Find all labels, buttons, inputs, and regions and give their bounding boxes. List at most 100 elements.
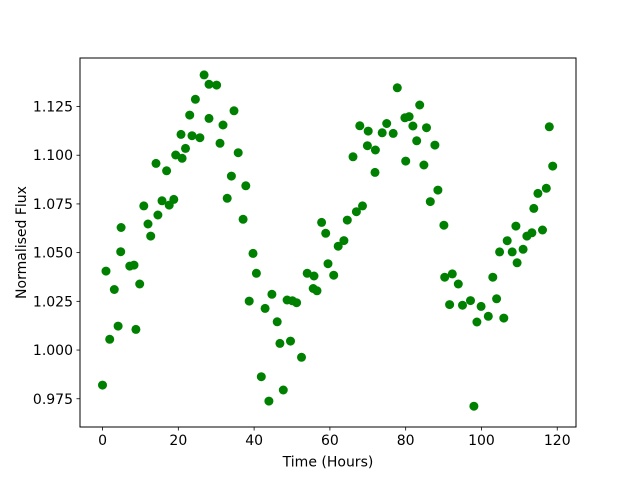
data-point — [529, 203, 539, 213]
data-point — [109, 285, 119, 294]
data-point — [342, 215, 352, 225]
data-points-layer — [98, 70, 558, 411]
data-point — [533, 188, 543, 198]
data-point — [425, 197, 435, 207]
data-point — [355, 121, 365, 131]
data-point — [98, 380, 107, 390]
data-point — [440, 272, 450, 282]
y-axis-label: Normalised Flux — [14, 186, 30, 299]
data-point — [401, 156, 411, 166]
data-point — [241, 181, 251, 191]
data-point — [321, 228, 331, 238]
data-point — [388, 128, 398, 138]
data-point — [527, 228, 537, 238]
data-point — [229, 106, 239, 116]
data-point — [472, 317, 482, 327]
data-point — [226, 171, 236, 181]
y-tick-label: 1.000 — [33, 343, 73, 359]
data-point — [143, 219, 153, 229]
data-point — [260, 303, 270, 313]
data-point — [507, 247, 517, 257]
x-tick-label: 120 — [544, 433, 571, 449]
data-point — [272, 317, 282, 327]
data-point — [518, 244, 528, 254]
x-tick-label: 40 — [245, 433, 263, 449]
data-point — [548, 161, 558, 171]
data-point — [248, 248, 258, 258]
data-point — [286, 336, 295, 346]
data-point — [404, 112, 414, 122]
y-tick-label: 0.975 — [33, 392, 73, 408]
data-point — [382, 119, 392, 128]
x-tick-label: 20 — [169, 433, 187, 449]
data-point — [302, 268, 312, 278]
data-point — [511, 221, 521, 231]
data-point — [162, 166, 172, 176]
data-point — [181, 143, 190, 153]
data-point — [439, 220, 449, 230]
data-point — [256, 372, 266, 382]
data-point — [215, 138, 225, 148]
data-point — [377, 128, 387, 138]
data-point — [176, 129, 186, 139]
data-point — [251, 268, 261, 278]
data-point — [362, 141, 372, 151]
data-point — [204, 79, 214, 89]
data-point — [544, 122, 554, 132]
data-point — [157, 196, 167, 206]
data-point — [267, 289, 277, 299]
data-point — [430, 140, 440, 150]
data-point — [212, 80, 222, 90]
data-point — [222, 193, 232, 203]
data-point — [187, 131, 197, 141]
data-point — [218, 120, 228, 130]
data-point — [292, 298, 302, 308]
data-point — [116, 223, 126, 232]
data-point — [204, 113, 214, 123]
data-point — [412, 136, 422, 146]
data-point — [469, 401, 479, 411]
y-tick-label: 1.100 — [33, 148, 73, 164]
data-point — [101, 266, 111, 276]
data-point — [363, 126, 373, 136]
data-point — [433, 185, 443, 195]
data-point — [538, 225, 547, 235]
y-tick-label: 1.075 — [33, 197, 73, 213]
data-point — [264, 396, 274, 406]
x-tick-label: 80 — [397, 433, 415, 449]
data-point — [146, 231, 156, 241]
data-point — [244, 296, 254, 306]
data-point — [541, 183, 551, 193]
data-point — [499, 313, 509, 323]
axes-spines — [79, 57, 577, 428]
data-point — [512, 258, 522, 268]
data-point — [135, 279, 145, 289]
data-point — [116, 247, 126, 257]
data-point — [297, 352, 306, 362]
ticks-layer: 0 20 40 60 80 100 120 0.975 1.000 1.025 1.050 1.075… — [33, 100, 571, 449]
data-point — [151, 158, 161, 168]
x-tick-label: 100 — [468, 433, 495, 449]
data-point — [153, 210, 163, 220]
data-point — [317, 217, 327, 227]
data-point — [488, 272, 498, 282]
data-point — [105, 334, 115, 344]
x-tick-label: 60 — [321, 433, 339, 449]
data-point — [129, 260, 139, 270]
data-point — [278, 385, 288, 395]
data-point — [195, 133, 205, 143]
y-tick-label: 1.025 — [33, 294, 73, 310]
data-point — [447, 269, 457, 279]
data-point — [466, 296, 475, 306]
data-point — [495, 247, 505, 257]
data-point — [339, 236, 349, 246]
data-point — [185, 110, 195, 120]
data-point — [415, 100, 425, 110]
data-point — [458, 300, 467, 310]
data-point — [370, 167, 380, 177]
data-point — [323, 259, 333, 269]
data-point — [113, 321, 123, 331]
data-point — [453, 279, 463, 289]
